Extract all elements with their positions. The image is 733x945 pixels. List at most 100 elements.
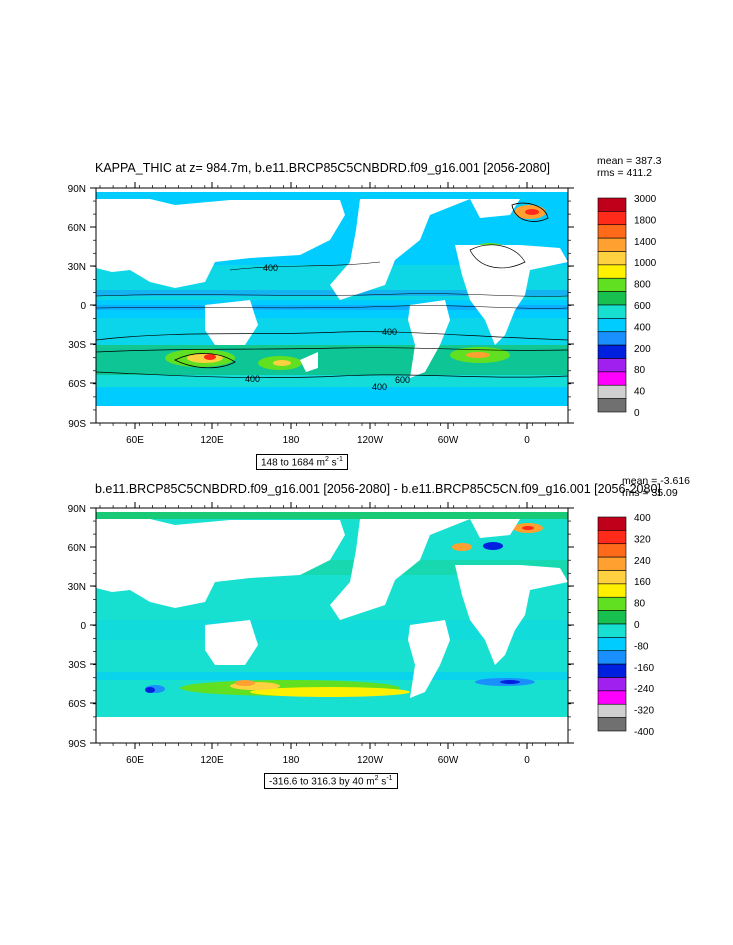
lat-label: 90N xyxy=(68,504,86,515)
lat-label: 0 xyxy=(80,621,86,632)
panel1-range-exp1: 2 xyxy=(324,456,329,463)
colorbar-swatch xyxy=(597,596,627,611)
colorbar-swatch xyxy=(597,556,627,571)
colorbar-swatch xyxy=(597,637,627,652)
colorbar-swatch xyxy=(597,570,627,585)
colorbar-label: 0 xyxy=(634,620,640,631)
colorbar-swatch xyxy=(597,384,627,399)
lon-label: 60W xyxy=(438,755,459,766)
colorbar-swatch xyxy=(597,304,627,319)
colorbar-swatch xyxy=(597,717,627,732)
colorbar-swatch xyxy=(597,264,627,279)
panel1-axes: 90N 60N 30N 0 30S 60S 90S 60E 120E 180 120W 60W 0 xyxy=(68,182,574,446)
lon-label: 60E xyxy=(126,435,144,446)
panel2-map xyxy=(96,512,568,743)
lon-label: 60E xyxy=(126,755,144,766)
panel2-range-exp2: -1 xyxy=(386,775,393,782)
panel2-range-box: -316.6 to 316.3 by 40 m2 s-1 xyxy=(264,773,398,790)
panel2-mean: mean = -3.616 xyxy=(622,475,691,487)
colorbar-label: 400 xyxy=(634,322,651,333)
lat-label: 60S xyxy=(68,699,86,710)
panel2-range-mid: s xyxy=(378,776,387,788)
lat-label: 60N xyxy=(68,223,86,234)
colorbar-swatch xyxy=(597,610,627,625)
colorbar-swatch xyxy=(597,663,627,678)
colorbar-label: 160 xyxy=(634,577,651,588)
colorbar-label: -400 xyxy=(634,727,654,738)
panel1-mean: mean = 387.3 xyxy=(597,155,662,167)
colorbar-label: 800 xyxy=(634,280,651,291)
panel2-axes: 90N 60N 30N 0 30S 60S 90S 60E 120E 180 120W 60W 0 xyxy=(68,502,574,766)
panel1-contour-label-1: 400 xyxy=(263,263,278,273)
panel2-range-text: -316.6 to 316.3 by 40 m xyxy=(269,776,375,788)
panel2-colorbar: 400 320 240 160 80 0 -80 -160 -240 -320 -400 xyxy=(597,513,654,738)
panel2-title: b.e11.BRCP85C5CNBDRD.f09_g16.001 [2056-2… xyxy=(95,482,661,496)
lon-label: 180 xyxy=(283,435,300,446)
panel1-title: KAPPA_THIC at z= 984.7m, b.e11.BRCP85C5C… xyxy=(95,161,550,175)
colorbar-label: 320 xyxy=(634,534,651,545)
lon-label: 120W xyxy=(357,755,384,766)
lat-label: 60S xyxy=(68,379,86,390)
panel1-range-text: 148 to 1684 m xyxy=(261,457,325,469)
colorbar-swatch xyxy=(597,197,627,212)
colorbar-label: 80 xyxy=(634,365,646,376)
lon-label: 120E xyxy=(200,435,224,446)
lon-label: 0 xyxy=(524,755,530,766)
lon-label: 120W xyxy=(357,435,384,446)
panel1-range-mid: s xyxy=(328,457,337,469)
colorbar-swatch xyxy=(597,371,627,386)
colorbar-label: 400 xyxy=(634,513,651,524)
colorbar-swatch xyxy=(597,516,627,531)
colorbar-swatch xyxy=(597,358,627,373)
colorbar-label: 1800 xyxy=(634,215,657,226)
colorbar-label: -240 xyxy=(634,684,654,695)
colorbar-swatch xyxy=(597,690,627,705)
colorbar-label: 40 xyxy=(634,387,646,398)
colorbar-swatch xyxy=(597,251,627,266)
colorbar-label: -320 xyxy=(634,706,654,717)
panel2-stats: mean = -3.616 rms = 35.09 xyxy=(622,475,690,499)
colorbar-label: 80 xyxy=(634,599,646,610)
colorbar-swatch xyxy=(597,331,627,346)
colorbar-swatch xyxy=(597,224,627,239)
colorbar-swatch xyxy=(597,543,627,558)
lon-label: 120E xyxy=(200,755,224,766)
colorbar-swatch xyxy=(597,344,627,359)
colorbar-swatch xyxy=(597,211,627,226)
lat-label: 30S xyxy=(68,340,86,351)
lat-label: 60N xyxy=(68,543,86,554)
panel1-stats: mean = 387.3 rms = 411.2 xyxy=(597,155,662,179)
panel1-contour-label-4: 600 xyxy=(395,375,410,385)
lat-label: 90S xyxy=(68,419,86,430)
colorbar-swatch xyxy=(597,398,627,413)
colorbar-label: 200 xyxy=(634,344,651,355)
lat-label: 30N xyxy=(68,582,86,593)
colorbar-label: 240 xyxy=(634,556,651,567)
colorbar-label: -80 xyxy=(634,641,649,652)
lon-label: 0 xyxy=(524,435,530,446)
panel1-map xyxy=(96,192,568,423)
panel1-range-box: 148 to 1684 m2 s-1 xyxy=(256,454,348,471)
colorbar-swatch xyxy=(597,703,627,718)
colorbar-swatch xyxy=(597,291,627,306)
colorbar-swatch xyxy=(597,650,627,665)
panel1-contour-label-3: 400 xyxy=(245,374,260,384)
lon-label: 180 xyxy=(283,755,300,766)
lat-label: 0 xyxy=(80,301,86,312)
colorbar-label: 600 xyxy=(634,301,651,312)
colorbar-swatch xyxy=(597,583,627,598)
colorbar-swatch xyxy=(597,277,627,292)
colorbar-label: 1000 xyxy=(634,258,657,269)
lat-label: 30S xyxy=(68,660,86,671)
colorbar-swatch xyxy=(597,677,627,692)
colorbar-label: 1400 xyxy=(634,237,657,248)
panel2-rms: rms = 35.09 xyxy=(622,487,678,499)
colorbar-swatch xyxy=(597,530,627,545)
lat-label: 90N xyxy=(68,184,86,195)
panel1-range-exp2: -1 xyxy=(336,456,343,463)
colorbar-swatch xyxy=(597,318,627,333)
lat-label: 90S xyxy=(68,739,86,750)
colorbar-swatch xyxy=(597,237,627,252)
colorbar-label: -160 xyxy=(634,663,654,674)
